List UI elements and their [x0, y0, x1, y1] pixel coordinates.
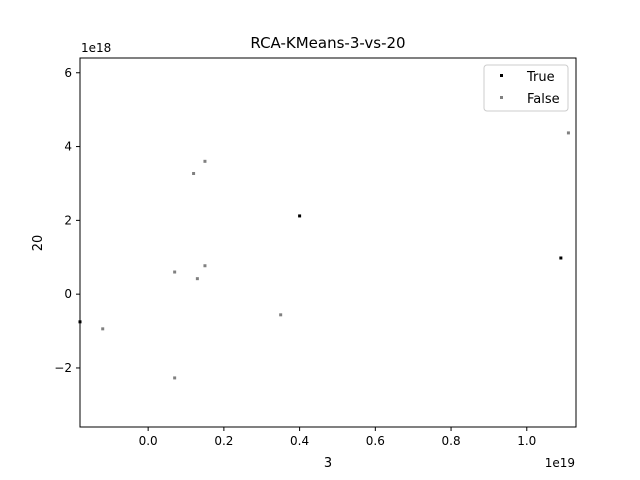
x-axis-offset-label: 1e19	[545, 456, 575, 470]
data-point-false	[173, 376, 177, 380]
y-tick-label: 4	[64, 140, 72, 154]
data-point-false	[566, 131, 570, 135]
data-point-true	[559, 256, 563, 260]
x-tick-label: 0.4	[290, 434, 309, 448]
y-tick-label: −2	[54, 361, 72, 375]
x-tick-label: 0.0	[139, 434, 158, 448]
legend: True False	[483, 64, 569, 112]
data-point-true	[298, 214, 302, 218]
x-tick-label: 0.8	[442, 434, 461, 448]
data-point-false	[192, 171, 196, 175]
data-points	[78, 131, 570, 380]
y-tick-label: 2	[64, 213, 72, 227]
legend-marker-false	[500, 96, 503, 99]
data-point-false	[173, 270, 177, 274]
y-axis-label: 20	[31, 235, 46, 252]
legend-box	[483, 64, 569, 112]
x-tick-label: 0.6	[366, 434, 385, 448]
x-tick-label: 1.0	[517, 434, 536, 448]
data-point-false	[203, 159, 207, 163]
data-point-false	[101, 327, 105, 331]
axis-ticks: 0.0 0.2 0.4 0.6 0.8 1.0 −2 0 2 4 6	[54, 66, 536, 448]
y-tick-label: 6	[64, 66, 72, 80]
x-tick-label: 0.2	[214, 434, 233, 448]
plot-area-frame	[79, 57, 577, 428]
data-point-false	[203, 264, 207, 268]
data-point-false	[279, 313, 283, 317]
legend-label-true: True	[526, 70, 555, 85]
data-point-false	[195, 277, 199, 281]
legend-marker-true	[500, 74, 503, 77]
chart-title: RCA-KMeans-3-vs-20	[250, 34, 405, 52]
x-axis-label: 3	[324, 456, 332, 471]
y-axis-offset-label: 1e18	[81, 41, 111, 55]
y-tick-label: 0	[64, 287, 72, 301]
legend-label-false: False	[527, 92, 560, 107]
